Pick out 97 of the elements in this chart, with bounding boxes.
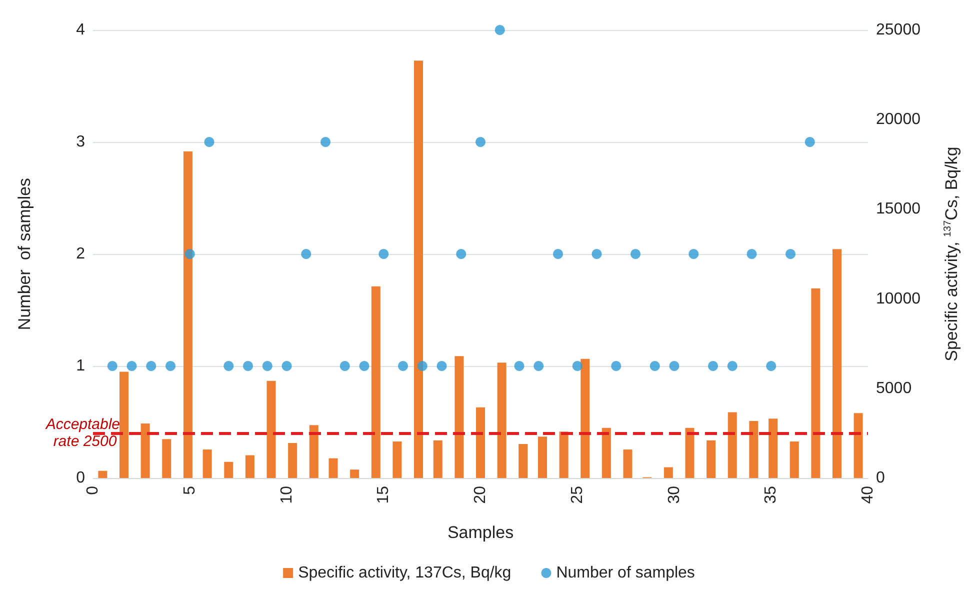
bar	[162, 439, 172, 478]
x-axis-title: Samples	[447, 523, 514, 542]
point	[146, 361, 156, 371]
point	[572, 361, 582, 371]
legend-label: Specific activity, 137Cs, Bq/kg	[298, 564, 512, 582]
bar	[790, 441, 799, 478]
point	[669, 361, 680, 371]
point	[746, 249, 757, 259]
point	[650, 361, 660, 371]
point	[184, 249, 195, 259]
point	[534, 361, 544, 371]
bar	[202, 450, 212, 478]
point	[804, 137, 815, 147]
bar	[328, 458, 338, 478]
bar	[266, 380, 276, 478]
bar	[288, 443, 298, 478]
point	[378, 249, 389, 259]
bar	[476, 407, 485, 478]
y2-tick-label: 25000	[876, 22, 921, 38]
bar	[854, 413, 863, 478]
point	[262, 361, 272, 371]
bar	[518, 444, 528, 478]
bar	[183, 151, 192, 478]
point	[417, 361, 428, 371]
point	[727, 361, 738, 371]
point	[398, 361, 408, 371]
bar	[623, 450, 632, 478]
bar	[414, 60, 423, 478]
point	[166, 361, 176, 371]
bar	[685, 428, 694, 478]
x-tick-label: 15	[375, 486, 392, 504]
bar	[559, 432, 568, 478]
bar	[538, 436, 547, 478]
bar	[371, 286, 380, 478]
y2-tick-label: 5000	[876, 380, 912, 397]
point	[243, 361, 253, 371]
x-tick-label: 25	[568, 486, 586, 504]
y2-tick-label: 10000	[876, 290, 921, 308]
x-tick-label: 5	[181, 486, 198, 495]
point	[688, 249, 699, 259]
y-tick-label: 1	[76, 358, 86, 374]
bar	[140, 424, 150, 478]
point	[630, 249, 640, 259]
point	[107, 361, 118, 371]
y-axis-title: Number of samples	[15, 178, 34, 330]
bar	[120, 372, 128, 478]
point	[359, 361, 370, 371]
point	[282, 361, 292, 371]
bar	[602, 428, 611, 478]
bar	[749, 421, 758, 478]
bar	[433, 440, 442, 478]
bar	[728, 412, 737, 478]
x-tick-label: 35	[762, 486, 780, 504]
bar	[580, 358, 590, 478]
x-tick-label: 20	[472, 486, 489, 504]
point	[708, 361, 718, 371]
point	[766, 361, 776, 371]
point	[204, 137, 214, 147]
y2-tick-label: 20000	[876, 111, 921, 128]
bar	[224, 462, 234, 478]
point	[340, 361, 350, 371]
x-tick-label: 0	[84, 486, 102, 495]
bar	[392, 441, 402, 478]
y-tick-label: 2	[76, 246, 86, 262]
point	[514, 361, 524, 371]
bar	[706, 440, 716, 478]
point	[553, 249, 563, 259]
point	[224, 361, 234, 371]
legend-label: Number of samples	[556, 564, 695, 582]
x-tick-label: 10	[278, 486, 296, 504]
bar	[98, 470, 108, 478]
point	[436, 361, 447, 371]
bar	[768, 418, 778, 478]
point	[126, 361, 137, 371]
bar	[497, 362, 506, 478]
bar	[309, 425, 318, 478]
point	[611, 361, 622, 371]
point	[301, 249, 312, 259]
y-tick-label: 3	[76, 134, 86, 150]
point	[476, 137, 486, 147]
ref-line-label: Acceptable rate 2500	[44, 416, 124, 450]
x-tick-label: 40	[860, 486, 876, 504]
point	[592, 249, 602, 259]
y2-axis-title: Specific activity, 137Cs, Bq/kg	[942, 146, 961, 362]
y-tick-label: 4	[76, 22, 86, 38]
bar	[832, 249, 842, 478]
bar	[245, 455, 254, 478]
point	[456, 249, 466, 259]
x-tick-label: 30	[666, 486, 683, 504]
bar	[454, 356, 464, 478]
bar	[350, 470, 360, 478]
y2-tick-label: 15000	[876, 200, 921, 218]
bar	[664, 467, 673, 478]
point	[494, 25, 505, 35]
point	[320, 137, 330, 147]
bar	[811, 288, 820, 478]
point	[786, 249, 796, 259]
